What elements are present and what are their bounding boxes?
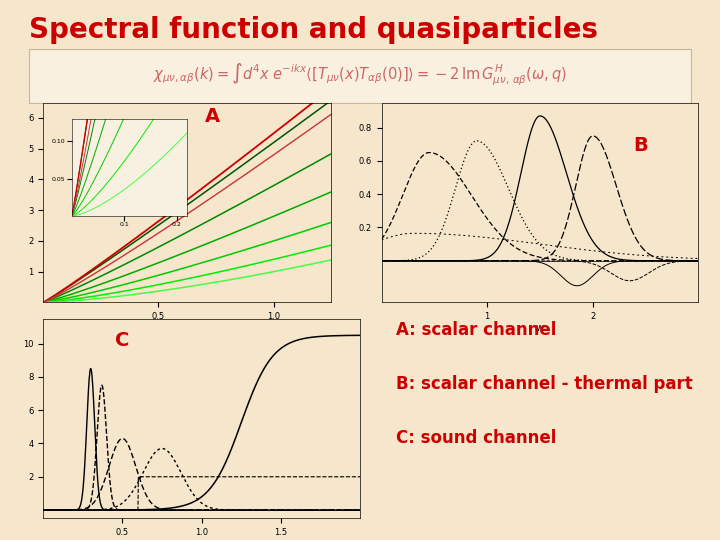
Text: $\chi_{\mu\nu,\alpha\beta}(k) = \int d^4x\; e^{-ikx} \langle\left[T_{\mu\nu}(x)T: $\chi_{\mu\nu,\alpha\beta}(k) = \int d^4… <box>153 62 567 87</box>
FancyBboxPatch shape <box>29 49 691 103</box>
Text: B: scalar channel - thermal part: B: scalar channel - thermal part <box>396 375 693 393</box>
Text: Spectral function and quasiparticles: Spectral function and quasiparticles <box>29 16 598 44</box>
X-axis label: w: w <box>197 538 206 540</box>
Text: A: A <box>205 106 220 125</box>
Text: A: scalar channel: A: scalar channel <box>396 321 557 339</box>
Text: C: C <box>115 330 130 349</box>
Text: B: B <box>634 136 648 155</box>
X-axis label: w: w <box>183 322 192 333</box>
X-axis label: w: w <box>536 322 544 333</box>
Text: C: sound channel: C: sound channel <box>396 429 557 447</box>
